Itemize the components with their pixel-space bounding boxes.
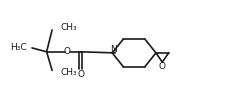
Text: CH₃: CH₃	[60, 68, 77, 77]
Text: CH₃: CH₃	[60, 23, 77, 32]
Text: N: N	[110, 45, 117, 54]
Text: H₃C: H₃C	[10, 43, 26, 52]
Text: O: O	[159, 62, 166, 71]
Text: O: O	[77, 70, 84, 79]
Text: O: O	[64, 47, 71, 56]
